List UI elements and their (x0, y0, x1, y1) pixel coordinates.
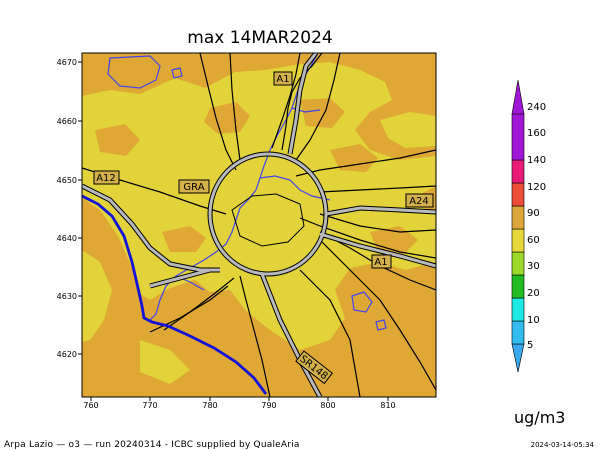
legend-bin-30 (511, 274, 525, 299)
y-tick-label: 4660 (57, 117, 77, 126)
x-tick-label: 800 (320, 401, 335, 410)
road-label-a24: A24 (405, 193, 434, 208)
river-aniene (259, 175, 331, 201)
road-appia (319, 239, 436, 391)
x-tick-label: 810 (380, 401, 395, 410)
field-patch-east (380, 112, 436, 148)
sea-patch-2 (140, 340, 190, 384)
svg-text:A24: A24 (409, 196, 429, 207)
motorways (82, 53, 436, 397)
road-a1-north (281, 53, 323, 151)
road-north-west (229, 53, 241, 161)
x-tick-label: 780 (202, 401, 217, 410)
legend-label-120: 120 (527, 182, 546, 193)
motorway-a12 (82, 184, 220, 272)
sea-area (82, 198, 270, 397)
legend-label-140: 140 (527, 155, 546, 166)
motorway-fiumicino (149, 268, 211, 288)
field-island-4 (330, 144, 378, 172)
road-label-a1-north: A1 (273, 71, 293, 86)
legend-bin-160 (511, 159, 525, 184)
road-east-link (319, 213, 436, 233)
legend-bin-90 (511, 228, 525, 253)
road-label-a12: A12 (93, 170, 120, 185)
footer-timestamp: 2024-03-14-05:34 (530, 441, 594, 449)
pond-1 (171, 67, 183, 79)
coastline (82, 194, 268, 395)
map-frame (81, 52, 437, 398)
y-tick-label: 4640 (57, 234, 77, 243)
y-tick-label: 4620 (57, 350, 77, 359)
road-flaminia (271, 53, 301, 149)
legend-label-160: 160 (527, 128, 546, 139)
road-label-a1-south: A1 (371, 254, 392, 269)
legend-label-5: 5 (527, 340, 533, 351)
field-island-2 (300, 98, 345, 128)
road-salaria (295, 53, 341, 161)
road-pontina (239, 275, 271, 397)
map-title: max 14MAR2024 (187, 28, 333, 48)
svg-text:A1: A1 (374, 257, 387, 268)
lake-north (107, 55, 161, 89)
y-tick-label: 4650 (57, 176, 77, 185)
legend-colorbar (511, 79, 525, 373)
x-tick-label: 770 (142, 401, 157, 410)
motorway-sr148 (260, 273, 322, 397)
legend-unit: ug/m3 (514, 408, 566, 427)
legend-label-30: 30 (527, 261, 540, 272)
concentration-field (82, 53, 436, 397)
legend-bin-60 (511, 251, 525, 276)
y-tick-label: 4670 (57, 58, 77, 67)
legend-label-10: 10 (527, 315, 540, 326)
road-casilina (299, 217, 436, 259)
legend-bin-10 (511, 320, 525, 345)
svg-text:A1: A1 (276, 74, 289, 85)
x-tick-label: 760 (83, 401, 98, 410)
legend-label-90: 90 (527, 208, 540, 219)
field-island-6 (95, 124, 140, 156)
footer-credit: Arpa Lazio — o3 — run 20240314 - ICBC su… (4, 440, 300, 450)
roads (82, 53, 436, 397)
legend-bin-240-band (511, 113, 525, 161)
pond-2 (351, 291, 373, 313)
legend-bin-20 (511, 297, 525, 322)
road-cassia (199, 53, 237, 171)
legend-label-60: 60 (527, 235, 540, 246)
field-island-3 (162, 226, 206, 252)
svg-text:A12: A12 (96, 173, 116, 184)
svg-text:GRA: GRA (183, 182, 204, 193)
sea-patch-1 (82, 250, 112, 342)
field-island-1 (204, 102, 250, 134)
y-tick-label: 4630 (57, 292, 77, 301)
axis-ticks (78, 61, 389, 401)
motorway-a1-south (319, 232, 436, 268)
road-mid-south (299, 269, 361, 397)
legend-label-240: 240 (527, 102, 546, 113)
motorway-a1-north (288, 53, 318, 155)
pond-3 (375, 319, 387, 331)
x-tick-label: 790 (261, 401, 276, 410)
road-tiburtina (319, 185, 436, 193)
legend-bin-120 (511, 205, 525, 230)
rivers (107, 53, 387, 331)
motorway-a24 (325, 206, 436, 216)
inner-city-tangential (231, 193, 305, 247)
legend-label-20: 20 (527, 288, 540, 299)
legend-bin-5 (511, 343, 525, 373)
road-label-gra: GRA (178, 179, 210, 194)
road-ostiense (163, 277, 235, 331)
legend-bin-240-cap (511, 79, 525, 115)
legend-bin-140 (511, 182, 525, 207)
